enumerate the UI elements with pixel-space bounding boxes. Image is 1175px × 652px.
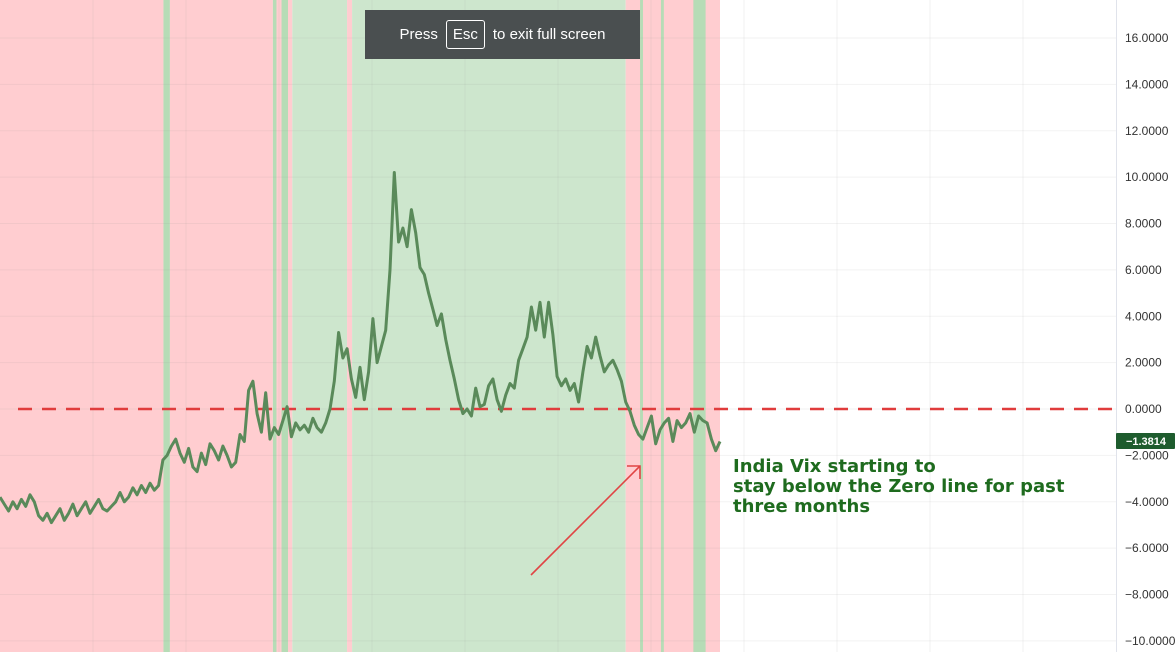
y-tick-label: 2.0000 [1125, 356, 1162, 370]
y-tick-label: 4.0000 [1125, 309, 1162, 323]
regime-band-bearish [276, 0, 282, 652]
regime-band-bullish [281, 0, 288, 652]
regime-band-bullish [292, 0, 348, 652]
grid [0, 0, 1116, 652]
regime-band-bearish [625, 0, 720, 652]
regime-band-bearish [169, 0, 273, 652]
y-tick-label: −6.0000 [1125, 541, 1169, 555]
last-value-badge-bg [1116, 433, 1175, 450]
y-tick-label: 14.0000 [1125, 77, 1169, 91]
series-line [0, 171, 722, 525]
regime-band-bearish [347, 0, 353, 652]
y-tick-label: 8.0000 [1125, 217, 1162, 231]
regime-band-bearish [0, 0, 164, 652]
regime-band-bullish [693, 0, 706, 652]
regime-band-bearish [288, 0, 293, 652]
y-tick-label: 6.0000 [1125, 263, 1162, 277]
y-tick-label: −2.0000 [1125, 448, 1169, 462]
annotation-line-3: three months [733, 496, 870, 517]
annotation-line-1: India Vix starting to [733, 456, 936, 477]
fullscreen-notice: Press Esc to exit full screen [365, 10, 640, 59]
y-tick-label: 16.0000 [1125, 31, 1169, 45]
arrow-shaft [530, 465, 641, 576]
last-value-badge: −1.3814 [1116, 433, 1175, 450]
regime-band-bullish [352, 0, 626, 652]
y-tick-label: 10.0000 [1125, 170, 1169, 184]
y-tick-label: −8.0000 [1125, 588, 1169, 602]
y-axis[interactable]: 16.0000 14.0000 12.0000 10.0000 8.0000 6.0000… [1125, 31, 1175, 648]
arrow-head [627, 465, 641, 479]
y-tick-label: 0.0000 [1125, 402, 1162, 416]
annotation-line-2: stay below the Zero line for past [733, 476, 1065, 497]
annotation-arrow [530, 465, 641, 576]
fullscreen-notice-prefix: Press [399, 26, 438, 43]
y-tick-label: 12.0000 [1125, 124, 1169, 138]
last-value-label: −1.3814 [1126, 436, 1167, 448]
fullscreen-notice-suffix: to exit full screen [492, 26, 606, 43]
regime-band-bullish [163, 0, 170, 652]
y-tick-label: −4.0000 [1125, 495, 1169, 509]
esc-key[interactable]: Esc [445, 20, 485, 49]
regime-background [0, 0, 720, 652]
y-tick-label: −10.0000 [1125, 634, 1175, 648]
regime-band-bullish [660, 0, 664, 652]
regime-band-bullish [640, 0, 643, 652]
regime-band-bullish [272, 0, 277, 652]
